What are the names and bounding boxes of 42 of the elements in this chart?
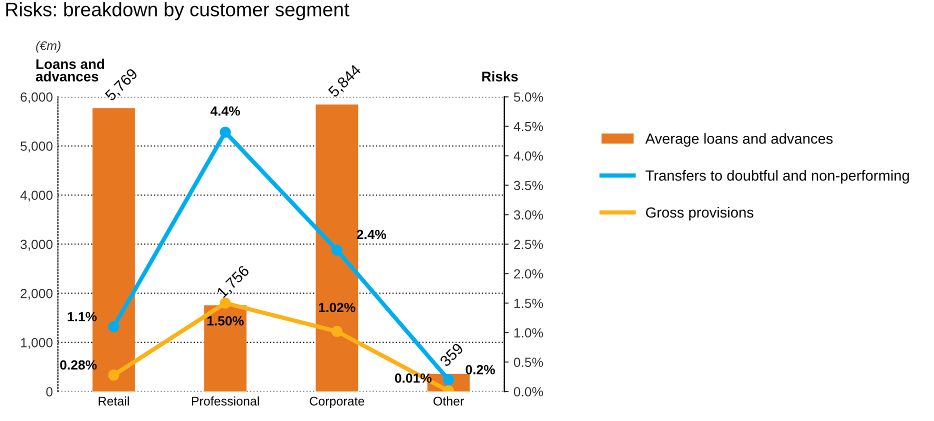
- point: [220, 126, 231, 138]
- y2-tick-label: 3.5%: [514, 180, 543, 190]
- y2-tick-label: 1.0%: [514, 328, 543, 338]
- x-tick-label: Other: [434, 396, 464, 406]
- y2-tick-label: 4.0%: [514, 151, 543, 161]
- chart-title: Risks: breakdown by customer segment: [6, 2, 350, 20]
- y2-tick-label: 2.5%: [514, 240, 543, 250]
- point: [331, 326, 342, 337]
- legend-label: Gross provisions: [646, 206, 754, 221]
- point: [331, 244, 342, 256]
- bar: [316, 104, 358, 392]
- y-tick-label: 3,000: [20, 240, 53, 251]
- point: [220, 298, 231, 309]
- data-label: 359: [439, 342, 464, 368]
- y-tick-label: 2,000: [20, 288, 53, 300]
- legend-label: Transfers to doubtful and non-performing: [646, 170, 909, 184]
- legend-label: Average loans and advances: [645, 133, 833, 147]
- y-tick-label: 4,000: [20, 190, 53, 202]
- data-label: 1.02%: [319, 302, 356, 312]
- x-tick-label: Professional: [192, 396, 259, 406]
- data-label: 1.50%: [207, 316, 244, 326]
- y-tick-label: 6,000: [20, 92, 53, 104]
- y2-tick-label: 0.5%: [514, 358, 543, 367]
- y-tick-label: 0: [46, 387, 53, 396]
- y2-tick-label: 3.0%: [514, 210, 543, 220]
- bar: [204, 305, 247, 392]
- x-tick-label: Corporate: [310, 396, 364, 408]
- y-axis-title: Loans and advances: [36, 58, 104, 82]
- data-label: 0.2%: [466, 365, 495, 374]
- y2-tick-label: 2.0%: [514, 269, 543, 279]
- y2-tick-label: 1.5%: [514, 298, 543, 308]
- y2-tick-label: 5.0%: [514, 92, 543, 102]
- text: (€m): [36, 40, 60, 53]
- y-tick-label: 5,000: [20, 142, 53, 152]
- point: [108, 321, 120, 332]
- y2-tick-label: 4.5%: [514, 122, 543, 132]
- data-label: 4.4%: [210, 106, 240, 116]
- y2-axis-title: Risks: [482, 71, 518, 82]
- y-tick-label: 1,000: [21, 338, 53, 349]
- x-tick-label: Retail: [98, 396, 129, 406]
- y2-tick-label: 0.0%: [514, 387, 543, 396]
- point: [108, 369, 120, 381]
